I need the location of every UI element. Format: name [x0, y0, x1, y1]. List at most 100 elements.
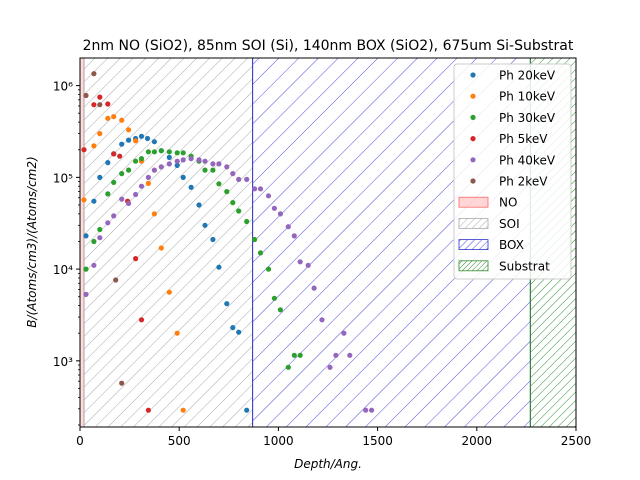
data-point-ph-10kev [133, 138, 139, 144]
data-point-ph-10kev [166, 289, 172, 295]
data-point-ph-30kev [297, 352, 303, 358]
data-point-ph-30kev [97, 226, 103, 233]
data-point-ph-40kev [333, 352, 339, 358]
data-point-ph-30kev [105, 191, 111, 197]
y-axis: 10³ 10⁴ 10⁵ 10⁶ [53, 80, 80, 426]
data-point-ph-40kev [126, 200, 132, 206]
data-point-ph-5kev [145, 407, 151, 413]
data-point-ph-20kev [138, 133, 145, 139]
legend-label-ph-20kev: Ph 20keV [499, 69, 556, 83]
data-point-ph-30kev [244, 218, 250, 225]
y-tick-label: 10³ [53, 355, 73, 369]
data-point-ph-30kev [91, 238, 97, 245]
data-point-ph-5kev [111, 151, 117, 157]
data-point-ph-40kev [83, 291, 89, 297]
data-point-ph-5kev [97, 94, 103, 100]
data-point-ph-30kev [111, 179, 117, 185]
x-tick-label: 0 [76, 434, 84, 448]
data-point-ph-30kev [174, 150, 180, 156]
data-point-ph-40kev [230, 171, 236, 177]
data-point-ph-40kev [271, 205, 277, 211]
data-point-ph-5kev [133, 256, 139, 262]
y-tick-label: 10⁴ [53, 263, 73, 277]
data-point-ph-30kev [145, 149, 151, 155]
data-point-ph-40kev [244, 176, 250, 182]
data-point-ph-40kev [91, 262, 97, 268]
data-point-ph-20kev [236, 329, 242, 335]
legend-swatch-no [458, 196, 489, 208]
data-point-ph-30kev [230, 200, 236, 206]
data-point-ph-20kev [224, 301, 230, 307]
data-point-ph-2kev [119, 380, 125, 386]
data-point-ph-30kev [257, 250, 264, 256]
data-point-ph-20kev [216, 264, 222, 270]
x-tick-label: 2000 [462, 434, 493, 448]
data-point-ph-20kev [97, 174, 103, 180]
data-point-ph-40kev [305, 262, 311, 268]
data-point-ph-20kev [230, 325, 236, 331]
data-point-ph-10kev [151, 211, 157, 217]
data-point-ph-30kev [180, 150, 186, 156]
data-point-ph-20kev [244, 407, 250, 413]
data-point-ph-5kev [117, 153, 123, 159]
data-point-ph-40kev [133, 191, 139, 198]
data-point-ph-40kev [311, 285, 317, 291]
data-point-ph-40kev [363, 407, 369, 413]
data-point-ph-10kev [174, 330, 180, 336]
legend-label-ph-30kev: Ph 30keV [499, 111, 556, 125]
data-point-ph-40kev [111, 213, 117, 219]
data-point-ph-5kev [81, 147, 87, 153]
data-point-ph-20kev [196, 202, 202, 208]
data-point-ph-40kev [236, 176, 242, 182]
data-point-ph-10kev [145, 180, 151, 186]
legend-label-ph-5kev: Ph 5keV [499, 132, 548, 146]
data-point-ph-10kev [126, 127, 132, 133]
data-point-ph-40kev [145, 174, 151, 180]
data-point-ph-20kev [166, 154, 172, 160]
data-point-ph-20kev [126, 137, 132, 143]
data-point-ph-30kev [151, 149, 157, 155]
data-point-ph-5kev [105, 101, 111, 107]
data-point-ph-40kev [166, 161, 172, 167]
data-points [81, 71, 375, 413]
data-point-ph-40kev [138, 183, 145, 189]
legend: Ph 20keV Ph 10keV Ph 30keV Ph 5keV Ph 40keV P… [453, 63, 572, 280]
data-point-ph-20kev [188, 184, 194, 190]
x-axis-label: Depth/Ang. [294, 457, 362, 471]
data-point-ph-10kev [158, 245, 164, 251]
data-point-ph-30kev [224, 189, 230, 195]
legend-marker-ph-20kev [470, 72, 476, 78]
data-point-ph-10kev [119, 117, 125, 123]
legend-marker-ph-10kev [470, 93, 476, 99]
data-point-ph-40kev [180, 157, 186, 163]
data-point-ph-20kev [210, 236, 216, 243]
data-point-ph-5kev [138, 317, 145, 323]
data-point-ph-40kev [257, 186, 264, 192]
data-point-ph-20kev [202, 222, 208, 228]
data-point-ph-40kev [202, 158, 208, 164]
legend-label-no: NO [499, 196, 517, 210]
data-point-ph-40kev [327, 364, 333, 370]
legend-label-ph-2kev: Ph 2keV [499, 175, 548, 189]
data-point-ph-40kev [291, 233, 297, 239]
data-point-ph-20kev [83, 233, 89, 239]
data-point-ph-10kev [180, 407, 186, 413]
data-point-ph-2kev [97, 102, 103, 108]
data-point-ph-40kev [216, 161, 222, 167]
legend-label-substrat: Substrat [499, 259, 550, 273]
legend-swatch-substrat [458, 260, 489, 272]
legend-label-ph-40kev: Ph 40keV [499, 153, 556, 167]
data-point-ph-10kev [111, 114, 117, 120]
data-point-ph-40kev [158, 164, 164, 170]
data-point-ph-30kev [265, 266, 272, 272]
data-point-ph-30kev [166, 149, 172, 155]
data-point-ph-40kev [210, 161, 216, 167]
data-point-ph-40kev [347, 352, 353, 358]
data-point-ph-30kev [83, 266, 89, 272]
data-point-ph-2kev [113, 277, 119, 283]
legend-marker-ph-40kev [470, 157, 476, 163]
data-point-ph-30kev [202, 167, 208, 173]
chart-title: 2nm NO (SiO2), 85nm SOI (Si), 140nm BOX … [83, 38, 574, 54]
data-point-ph-40kev [341, 330, 347, 336]
